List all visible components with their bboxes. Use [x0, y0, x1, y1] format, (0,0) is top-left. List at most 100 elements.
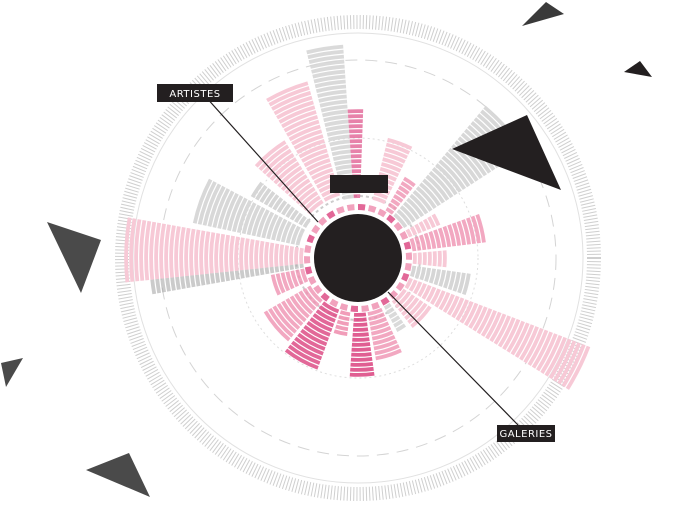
sector-segment: [283, 114, 319, 133]
sector-segment: [353, 312, 367, 317]
sector-segment: [403, 241, 412, 250]
sector-segment: [313, 284, 323, 295]
sector-segment: [531, 331, 553, 369]
sector-segment: [497, 317, 516, 348]
sector-segment: [241, 202, 257, 235]
sector-segment: [259, 267, 265, 276]
sector-segment: [351, 169, 362, 174]
sector-segment: [510, 322, 530, 356]
sector-segment: [326, 129, 350, 137]
sector-segment: [442, 250, 447, 268]
sector-segment: [493, 315, 511, 345]
sector-segment: [318, 94, 347, 103]
sector-segment: [468, 304, 483, 329]
sector-segment: [373, 339, 398, 351]
sector-segment: [139, 220, 147, 281]
sector-segment: [309, 59, 345, 69]
sector-segment: [380, 162, 402, 173]
sector-segment: [320, 292, 330, 302]
sector-segment: [443, 270, 451, 289]
sector-segment: [214, 233, 221, 274]
sector-segment: [288, 178, 311, 198]
sector-segment: [212, 188, 230, 228]
sector-segment: [435, 163, 462, 193]
sector-segment: [433, 269, 441, 286]
sector-segment: [293, 134, 324, 150]
sector-segment: [124, 217, 132, 283]
sector-segment: [527, 329, 549, 366]
sector-segment: [368, 312, 385, 321]
sector-segment: [306, 44, 344, 55]
sector-segment: [264, 267, 270, 275]
sector-segment: [382, 157, 404, 169]
sector-segment: [299, 247, 304, 265]
sector-segment: [303, 324, 329, 342]
sector-segment: [249, 239, 255, 270]
sector-segment: [185, 275, 191, 289]
sector-segment: [351, 342, 371, 347]
sector-segment: [350, 361, 374, 367]
sector-segment: [339, 310, 351, 317]
sector-segment: [304, 266, 313, 275]
sector-segment: [329, 139, 350, 147]
sector-segment: [330, 144, 351, 152]
sector-segment: [324, 119, 349, 128]
sector-segment: [315, 84, 347, 94]
sector-segment: [406, 197, 425, 218]
sector-segment: [369, 316, 388, 326]
sector-segment: [302, 288, 320, 307]
sector-segment: [404, 277, 413, 290]
sector-segment: [349, 134, 363, 139]
sector-segment: [307, 285, 323, 304]
sector-segment: [402, 201, 420, 220]
sector-segment: [419, 182, 441, 207]
sector-segment: [464, 302, 479, 327]
hub-circle: [314, 214, 402, 302]
sector-segment: [266, 81, 309, 103]
sector-segment: [386, 307, 395, 315]
sector-segment: [301, 148, 328, 163]
sector-segment: [396, 209, 412, 226]
sector-segment: [276, 303, 301, 330]
sector-segment: [379, 166, 400, 178]
sector-segment: [295, 228, 306, 246]
sector-segment: [447, 271, 456, 291]
sector-segment: [273, 161, 300, 185]
sector-segment: [326, 210, 336, 220]
sector-segment: [165, 277, 171, 292]
sector-segment: [134, 219, 142, 282]
sector-segment: [385, 142, 411, 155]
sector-segment: [409, 226, 418, 236]
sector-segment: [386, 214, 396, 224]
sector-segment: [307, 49, 344, 60]
sector-segment: [180, 276, 186, 290]
sector-segment: [370, 321, 390, 331]
sector-segment: [159, 223, 166, 279]
sector-segment: [275, 273, 286, 294]
sector-segment: [322, 109, 348, 118]
triangle-shape: [522, 2, 564, 26]
sector-segment: [335, 164, 352, 171]
sector-segment: [304, 244, 312, 253]
sector-segment: [271, 90, 312, 111]
sector-segment: [315, 309, 336, 323]
sector-segment: [442, 225, 452, 248]
sector-segment: [214, 272, 221, 283]
sector-segment: [394, 291, 411, 309]
sector-segment: [332, 154, 352, 161]
sector-segment: [311, 167, 334, 181]
sector-segment: [190, 275, 196, 288]
sector-segment: [506, 320, 525, 353]
sector-segment: [284, 245, 290, 266]
sector-segment: [375, 348, 402, 361]
sector-segment: [336, 169, 353, 176]
sector-segment: [268, 308, 294, 338]
sector-segment: [372, 335, 396, 346]
sector-segment: [205, 273, 211, 285]
sector-segment: [553, 340, 577, 382]
sector-segment: [194, 229, 201, 276]
sector-segment: [175, 276, 181, 290]
sector-segment: [314, 79, 346, 89]
sector-segment: [371, 301, 380, 310]
sector-segment: [349, 129, 363, 134]
